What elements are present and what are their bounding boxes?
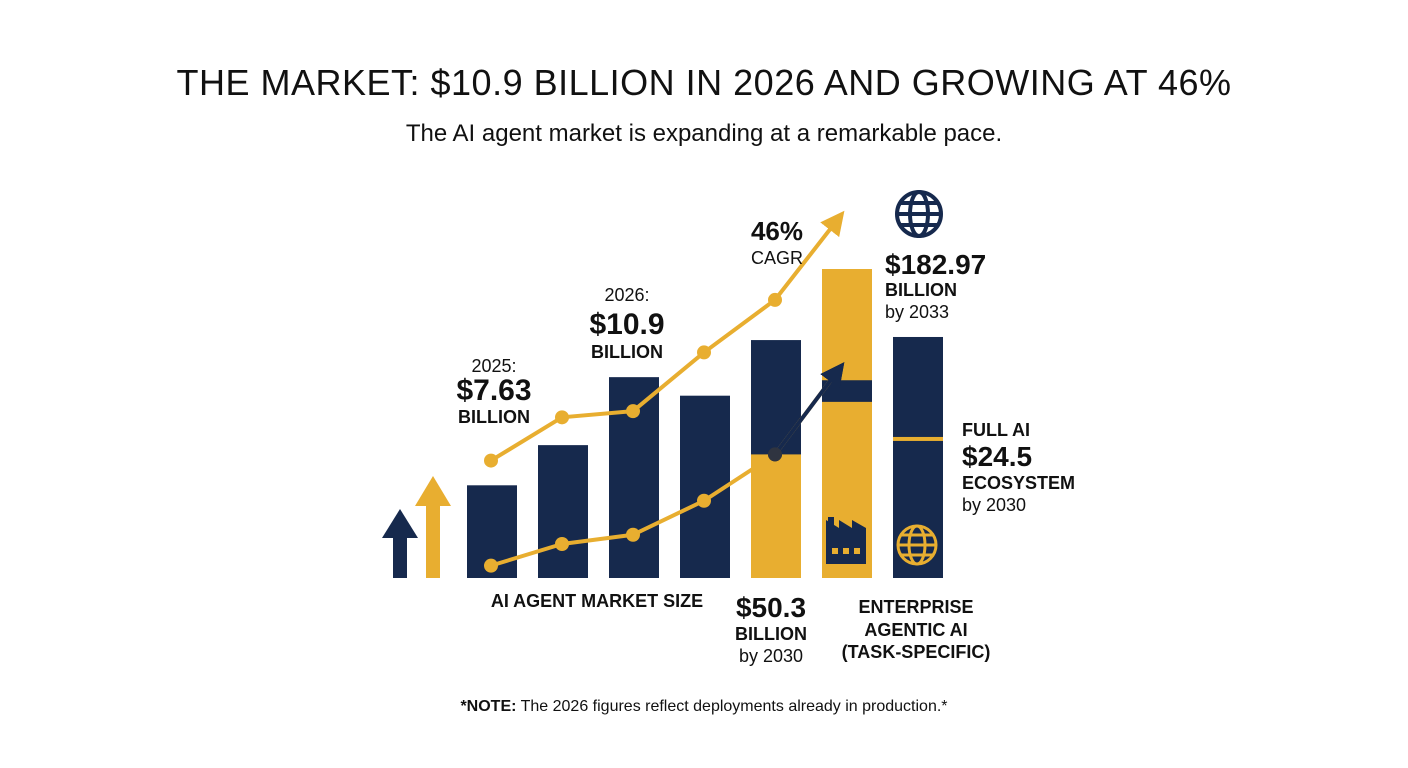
globe-icon [896, 524, 938, 566]
globe-icon [895, 190, 943, 238]
factory-icon [826, 517, 866, 564]
label-cagr-text: CAGR [751, 248, 803, 268]
label-enterprise-line1: ENTERPRISE [858, 597, 973, 617]
label-2033-unit: BILLION [885, 280, 957, 300]
label-full-ai-top: FULL AI [962, 420, 1030, 440]
label-2033-value: $182.97 [885, 249, 986, 280]
label-2025-year: 2025: [471, 356, 516, 376]
label-2026-value: $10.9 [589, 308, 664, 341]
label-2025-value: $7.63 [456, 374, 531, 407]
label-full-ai-value: $24.5 [962, 441, 1032, 472]
label-2033-date: by 2033 [885, 302, 949, 322]
bar-6-gold-cap [822, 269, 872, 381]
series-bottom-point-4 [697, 493, 711, 508]
up-arrow-icon [382, 476, 451, 578]
series-bottom-point-1 [484, 558, 498, 573]
series-bottom-point-3 [626, 527, 640, 542]
series-top-point-3 [626, 404, 640, 419]
label-enterprise-line2: AGENTIC AI [864, 620, 967, 640]
page-title: THE MARKET: $10.9 BILLION IN 2026 AND GR… [176, 62, 1232, 103]
label-2030-value: $50.3 [736, 592, 806, 623]
label-2026-year: 2026: [604, 285, 649, 305]
label-market-size: AI AGENT MARKET SIZE [491, 591, 703, 611]
series-bottom-point-highlight [768, 447, 782, 462]
label-2026-unit: BILLION [591, 342, 663, 362]
footnote-bold: *NOTE: [460, 698, 517, 715]
series-top-point-2 [555, 410, 569, 425]
footnote: *NOTE: The 2026 figures reflect deployme… [0, 698, 1408, 716]
label-full-ai-unit: ECOSYSTEM [962, 473, 1075, 493]
footnote-text: The 2026 figures reflect deployments alr… [516, 698, 948, 715]
label-2030-date: by 2030 [739, 646, 803, 666]
series-top-line [489, 210, 845, 463]
page-subtitle: The AI agent market is expanding at a re… [405, 120, 1003, 147]
bar-2 [538, 445, 588, 578]
series-bottom-point-2 [555, 537, 569, 552]
label-enterprise-line3: (TASK-SPECIFIC) [842, 642, 991, 662]
series-top-point-1 [484, 453, 498, 468]
bar-5-gold-segment [751, 454, 801, 578]
series-bottom-arrow-segment [773, 362, 845, 456]
bar-7-gold-divider [893, 436, 943, 441]
label-2025-unit: BILLION [458, 407, 530, 427]
label-2030-unit: BILLION [735, 624, 807, 644]
label-full-ai-date: by 2030 [962, 495, 1026, 515]
series-top-point-5 [768, 292, 782, 307]
label-cagr-value: 46% [751, 216, 803, 246]
series-top-point-4 [697, 345, 711, 360]
